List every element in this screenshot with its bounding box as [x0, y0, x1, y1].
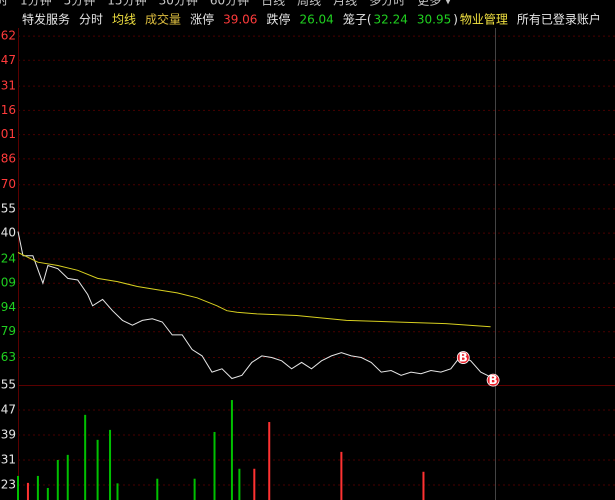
y-tick-label: .55: [0, 201, 16, 215]
volume-bar: [17, 475, 19, 500]
volume-bar: [84, 414, 87, 500]
toolbar-item[interactable]: 涨停: [190, 12, 214, 27]
volume-bar: [156, 478, 159, 500]
y-tick-label: .94: [0, 300, 16, 314]
volume-bar: [238, 468, 241, 500]
menu-item[interactable]: 日线: [261, 0, 285, 8]
toolbar-item[interactable]: 物业管理: [460, 12, 508, 27]
menu-item[interactable]: 30分钟: [159, 0, 198, 8]
toolbar-item[interactable]: ): [453, 13, 458, 27]
toolbar-item[interactable]: 分时: [79, 13, 103, 27]
toolbar-item[interactable]: 特发服务: [22, 12, 70, 27]
volume-bar: [193, 478, 196, 500]
volume-tick-label: 647: [0, 402, 16, 416]
volume-bar: [96, 439, 99, 500]
toolbar-item[interactable]: 均线: [112, 13, 136, 27]
volume-bar: [66, 454, 69, 500]
y-tick-label: .40: [0, 226, 16, 240]
toolbar-item[interactable]: 笼子(: [343, 12, 372, 27]
series-line: [17, 252, 491, 328]
volume-bar: [213, 431, 216, 500]
y-tick-label: .86: [0, 151, 16, 165]
trade-marker[interactable]: [456, 351, 470, 364]
menu-item[interactable]: 5分钟: [64, 0, 96, 8]
trade-marker-label: B: [489, 373, 498, 387]
volume-bar: [422, 471, 425, 500]
volume-bar: [230, 400, 233, 500]
volume-bar: [116, 483, 119, 500]
toolbar-item[interactable]: 26.04: [299, 13, 333, 27]
volume-bar: [109, 429, 112, 500]
volume-bar: [36, 475, 39, 500]
trade-marker-label: B: [459, 351, 468, 365]
volume-tick-label: 755: [0, 378, 16, 392]
y-tick-label: .47: [0, 53, 16, 67]
toolbar-item[interactable]: 所有已登录账户: [517, 12, 601, 27]
menu-item[interactable]: 多分时: [369, 0, 405, 8]
volume-bar: [340, 451, 343, 500]
volume-bar: [268, 422, 271, 500]
menu-item[interactable]: 60分钟: [210, 0, 249, 8]
y-tick-label: .09: [0, 276, 16, 290]
y-tick-label: .01: [0, 127, 16, 141]
menu-item[interactable]: 月线: [333, 0, 357, 8]
volume-bar: [26, 482, 29, 500]
volume-bar: [46, 487, 49, 500]
toolbar-item[interactable]: 成交量: [145, 12, 181, 27]
trade-marker[interactable]: [486, 373, 500, 387]
volume-tick-label: 431: [0, 452, 16, 466]
toolbar-item[interactable]: 39.06: [223, 13, 257, 27]
menu-item[interactable]: 15分钟: [107, 0, 146, 8]
toolbar-item[interactable]: 跌停: [266, 12, 290, 27]
y-tick-label: .24: [0, 252, 16, 266]
y-tick-label: .70: [0, 177, 16, 191]
y-tick-label: .79: [0, 324, 16, 338]
toolbar-item[interactable]: 32.24: [374, 13, 408, 27]
menu-item[interactable]: 更多 ▾: [417, 0, 451, 8]
y-tick-label: .62: [0, 29, 16, 43]
y-tick-label: .16: [0, 103, 16, 117]
menu-item[interactable]: 时: [0, 0, 8, 8]
y-tick-label: .63: [0, 350, 16, 364]
volume-tick-label: 323: [0, 477, 16, 491]
menu-item[interactable]: 周线: [297, 0, 321, 8]
volume-tick-label: 539: [0, 427, 16, 441]
toolbar-item[interactable]: 30.95: [417, 13, 451, 27]
y-tick-label: .31: [0, 79, 16, 93]
series-line: [17, 231, 491, 380]
volume-bar: [56, 459, 59, 500]
volume-bar: [253, 468, 256, 500]
menu-item[interactable]: 1分钟: [20, 0, 52, 8]
